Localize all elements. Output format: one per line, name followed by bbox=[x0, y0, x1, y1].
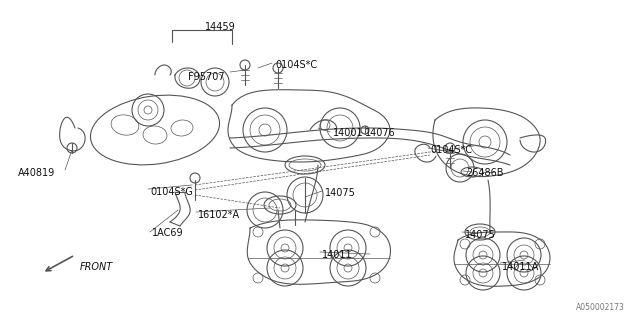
Text: FRONT: FRONT bbox=[80, 262, 113, 272]
Text: F95707: F95707 bbox=[188, 72, 225, 82]
Text: A050002173: A050002173 bbox=[576, 303, 625, 312]
Text: 14011A: 14011A bbox=[502, 262, 540, 272]
Text: 14011: 14011 bbox=[322, 250, 353, 260]
Text: 0104S*C: 0104S*C bbox=[275, 60, 317, 70]
Text: 14001: 14001 bbox=[333, 128, 364, 138]
Text: 0104S*G: 0104S*G bbox=[150, 187, 193, 197]
Text: 26486B: 26486B bbox=[466, 168, 504, 178]
Text: 14075: 14075 bbox=[465, 230, 496, 240]
Text: A40819: A40819 bbox=[18, 168, 55, 178]
Text: 14459: 14459 bbox=[205, 22, 236, 32]
Text: 1AC69: 1AC69 bbox=[152, 228, 184, 238]
Text: 14076: 14076 bbox=[365, 128, 396, 138]
Text: 14075: 14075 bbox=[325, 188, 356, 198]
Text: 16102*A: 16102*A bbox=[198, 210, 240, 220]
Text: 0104S*C: 0104S*C bbox=[430, 145, 472, 155]
